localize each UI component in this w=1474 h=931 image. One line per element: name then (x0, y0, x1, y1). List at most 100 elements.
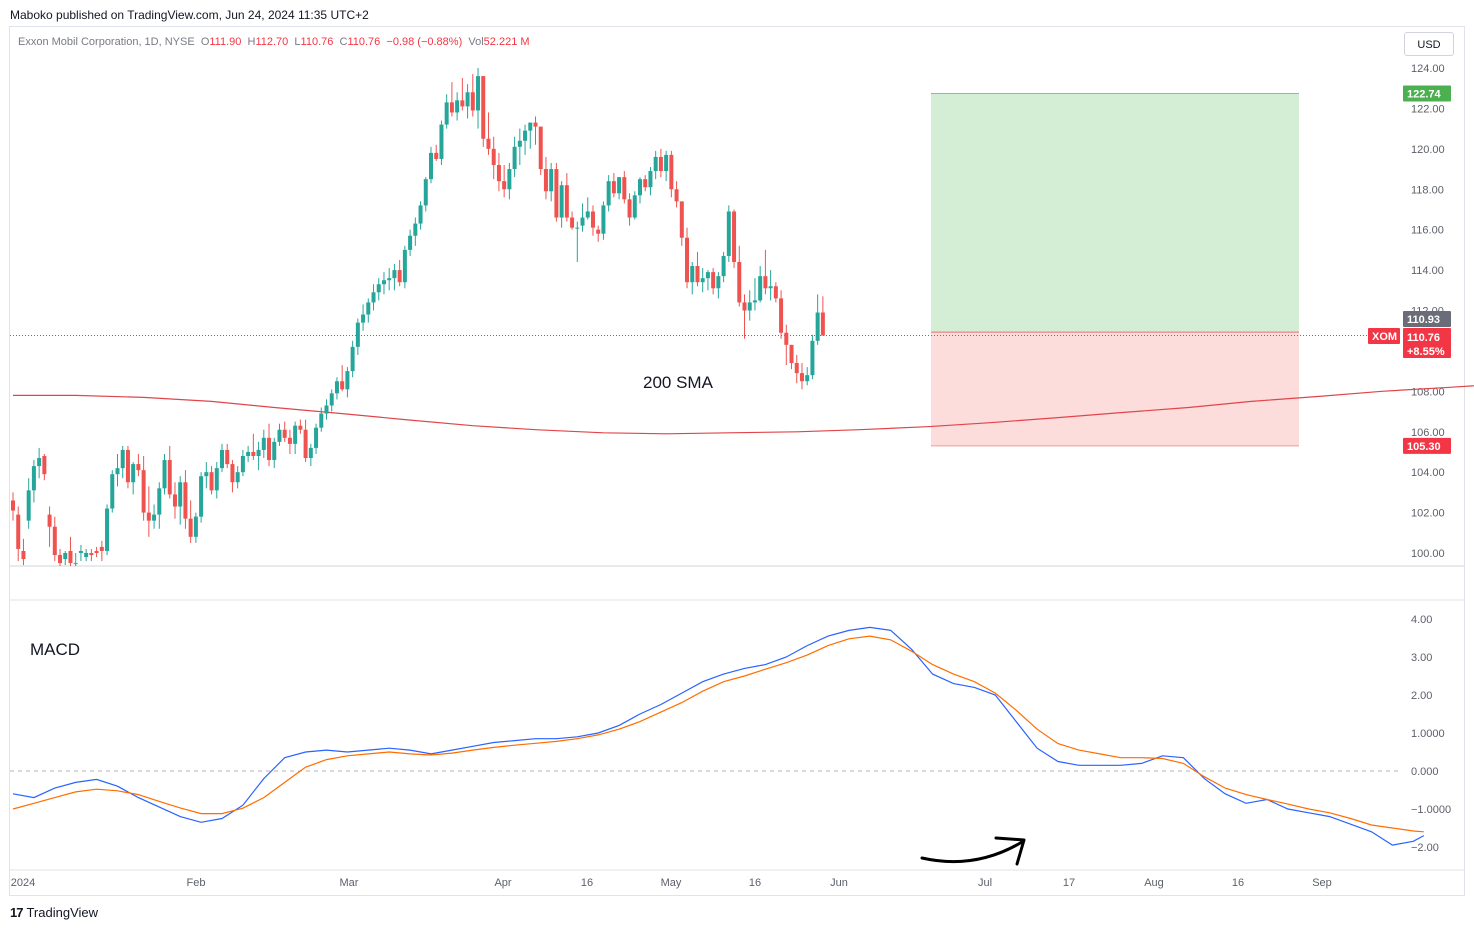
candle[interactable] (486, 112, 491, 155)
candle[interactable] (711, 268, 716, 295)
candle[interactable] (157, 482, 162, 529)
candle[interactable] (47, 506, 52, 547)
candle[interactable] (627, 193, 632, 226)
candle[interactable] (52, 516, 57, 562)
candle[interactable] (371, 284, 376, 311)
candle[interactable] (679, 201, 684, 246)
candle[interactable] (387, 268, 392, 291)
candle[interactable] (784, 324, 789, 366)
candle[interactable] (376, 278, 381, 301)
candle[interactable] (695, 251, 700, 287)
candle[interactable] (235, 466, 240, 489)
candle[interactable] (408, 229, 413, 256)
candle[interactable] (810, 334, 815, 380)
candle[interactable] (434, 144, 439, 161)
candle[interactable] (230, 460, 235, 493)
candle[interactable] (287, 429, 292, 454)
candle[interactable] (293, 421, 298, 454)
candle[interactable] (162, 453, 167, 495)
candle[interactable] (42, 453, 47, 481)
candle[interactable] (350, 340, 355, 378)
candle[interactable] (685, 227, 690, 289)
candle[interactable] (517, 128, 522, 165)
candle[interactable] (204, 462, 209, 489)
candle[interactable] (199, 472, 204, 523)
candle[interactable] (193, 512, 198, 543)
candle[interactable] (78, 544, 83, 562)
candle[interactable] (240, 449, 245, 477)
candle[interactable] (653, 150, 658, 180)
candle[interactable] (690, 262, 695, 295)
candle[interactable] (37, 447, 42, 479)
candle[interactable] (768, 270, 773, 301)
sma-label[interactable]: 200 SMA (643, 373, 714, 392)
candle[interactable] (449, 82, 454, 117)
candle[interactable] (355, 318, 360, 355)
candle[interactable] (73, 553, 78, 566)
candle[interactable] (773, 282, 778, 303)
candle[interactable] (632, 191, 637, 220)
candle[interactable] (21, 538, 26, 566)
candle[interactable] (648, 167, 653, 196)
candle[interactable] (94, 546, 99, 558)
candle[interactable] (225, 443, 230, 469)
candle[interactable] (256, 441, 261, 471)
candle[interactable] (340, 365, 345, 392)
candle[interactable] (742, 294, 747, 339)
candle[interactable] (298, 419, 303, 434)
candle[interactable] (805, 367, 810, 386)
candle[interactable] (319, 407, 324, 432)
candle[interactable] (820, 296, 825, 336)
candle[interactable] (590, 205, 595, 236)
candle[interactable] (141, 456, 146, 521)
candle[interactable] (188, 500, 193, 543)
candle[interactable] (570, 211, 575, 230)
candle[interactable] (125, 445, 130, 489)
candle[interactable] (747, 290, 752, 321)
candle[interactable] (146, 486, 151, 537)
candle[interactable] (183, 470, 188, 529)
candle[interactable] (120, 445, 125, 479)
candle[interactable] (799, 363, 804, 390)
candle[interactable] (664, 150, 669, 182)
candle[interactable] (167, 445, 172, 499)
candle[interactable] (178, 476, 183, 525)
candle[interactable] (345, 367, 350, 398)
currency-button[interactable]: USD (1404, 32, 1454, 56)
candle[interactable] (329, 389, 334, 412)
candle[interactable] (261, 429, 266, 459)
candle[interactable] (402, 245, 407, 289)
candle[interactable] (476, 68, 481, 129)
candle[interactable] (465, 84, 470, 119)
candle[interactable] (136, 453, 141, 477)
candle[interactable] (84, 548, 89, 562)
signal-line[interactable] (12, 635, 1424, 833)
candle[interactable] (361, 304, 366, 331)
candle[interactable] (209, 466, 214, 495)
candle[interactable] (455, 92, 460, 121)
candle[interactable] (721, 251, 726, 283)
candle[interactable] (606, 175, 611, 212)
candle[interactable] (502, 165, 507, 198)
candle[interactable] (758, 266, 763, 303)
candle[interactable] (528, 122, 533, 149)
footer-brand[interactable]: 17 TradingView (10, 905, 98, 920)
candle[interactable] (716, 272, 721, 299)
candle[interactable] (779, 290, 784, 339)
candle[interactable] (611, 173, 616, 198)
candle[interactable] (68, 536, 73, 566)
candle[interactable] (460, 78, 465, 111)
candle[interactable] (674, 181, 679, 208)
candle[interactable] (496, 152, 501, 192)
candle[interactable] (512, 136, 517, 178)
candle[interactable] (418, 201, 423, 230)
candle[interactable] (58, 548, 63, 566)
candle[interactable] (559, 181, 564, 228)
candle[interactable] (763, 249, 768, 295)
candle[interactable] (507, 162, 512, 200)
candle[interactable] (303, 419, 308, 463)
candle[interactable] (700, 268, 705, 293)
candle[interactable] (267, 423, 272, 467)
candle[interactable] (251, 433, 256, 461)
